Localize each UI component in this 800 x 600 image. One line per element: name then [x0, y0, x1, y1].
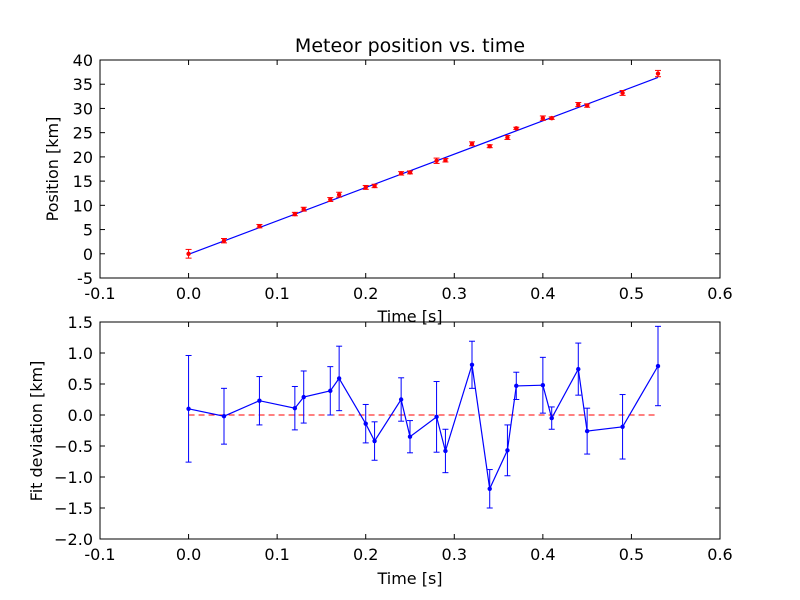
deviation-xtick-label: -0.1: [84, 545, 115, 564]
position-xtick-label: 0.3: [442, 284, 467, 303]
position-point: [540, 115, 546, 121]
deviation-point: [328, 388, 333, 394]
position-point: [372, 183, 377, 189]
position-point: [301, 207, 306, 212]
deviation-xtick-label: 0.6: [707, 545, 732, 564]
position-point: [505, 135, 510, 140]
deviation-point: [443, 448, 448, 454]
position-point: [443, 158, 448, 163]
position-xtick-label: 0.2: [353, 284, 378, 303]
deviation-ytick-label: 0.0: [68, 406, 93, 425]
deviation-point: [398, 397, 404, 402]
position-point: [398, 171, 404, 176]
position-point: [487, 144, 492, 149]
deviation-point: [540, 383, 546, 388]
position-point: [469, 141, 475, 147]
position-ytick-label: 35: [73, 75, 93, 94]
position-point: [186, 251, 191, 256]
deviation-ytick-label: −1.5: [54, 499, 93, 518]
position-ytick-label: 20: [73, 148, 93, 167]
deviation-point: [221, 414, 227, 419]
position-xtick-label: 0.0: [176, 284, 201, 303]
deviation-chart: Time [s] Fit deviation [km] -0.1 0.0 0.1 0.…: [27, 313, 733, 588]
position-point: [584, 103, 590, 108]
position-frame: [99, 59, 721, 279]
deviation-chart-xlabel: Time [s]: [376, 569, 442, 588]
position-chart-title: Meteor position vs. time: [295, 35, 525, 57]
deviation-point: [576, 366, 581, 372]
position-plot-area: -0.1 0.0 0.1 0.2 0.3 0.4 0.5 0.6 -5 0 5 10 15 20 25 30 3…: [73, 51, 733, 303]
deviation-point: [407, 434, 413, 439]
position-ytick-label: 10: [73, 196, 93, 215]
position-xtick-label: 0.5: [619, 284, 644, 303]
deviation-point: [505, 448, 510, 453]
deviation-point: [655, 363, 661, 369]
position-point: [576, 102, 581, 107]
deviation-xtick-label: 0.1: [264, 545, 289, 564]
deviation-ytick-label: 1.5: [68, 313, 93, 332]
position-xtick-label: 0.6: [707, 284, 732, 303]
deviation-point: [620, 424, 625, 429]
deviation-ytick-label: −2.0: [54, 530, 93, 549]
position-ytick-label: 30: [73, 99, 93, 118]
deviation-point: [257, 398, 262, 403]
position-xtick-label: 0.1: [264, 284, 289, 303]
deviation-point: [549, 415, 554, 421]
position-point: [336, 192, 342, 197]
deviation-point: [363, 421, 368, 426]
position-point: [328, 197, 333, 202]
deviation-point: [469, 362, 475, 367]
deviation-frame: [99, 321, 721, 540]
position-point: [221, 238, 227, 243]
position-point: [434, 158, 439, 163]
position-point: [257, 223, 262, 229]
deviation-ytick-label: −1.0: [54, 468, 93, 487]
deviation-point: [292, 405, 298, 411]
deviation-plot-area: -0.1 0.0 0.1 0.2 0.3 0.4 0.5 0.6 −2.0 −1.5 −1.0 −0.…: [54, 313, 733, 564]
position-chart: Meteor position vs. time Time [s] Positi…: [43, 35, 733, 326]
deviation-xtick-label: 0.4: [530, 545, 555, 564]
position-point: [407, 170, 413, 175]
position-point: [292, 211, 298, 217]
position-point: [363, 185, 368, 190]
position-point: [620, 90, 625, 96]
position-xtick-label: -0.1: [84, 284, 115, 303]
deviation-ytick-label: 1.0: [68, 344, 93, 363]
position-ytick-label: 5: [83, 221, 93, 240]
position-point: [514, 126, 519, 131]
deviation-point: [434, 414, 439, 420]
deviation-point: [514, 383, 519, 389]
position-ytick-label: 40: [73, 51, 93, 70]
deviation-xtick-label: 0.2: [353, 545, 378, 564]
deviation-xtick-label: 0.5: [619, 545, 644, 564]
deviation-chart-ylabel: Fit deviation [km]: [27, 361, 46, 502]
deviation-xtick-label: 0.3: [442, 545, 467, 564]
position-chart-xlabel: Time [s]: [376, 307, 442, 326]
deviation-point: [186, 406, 191, 411]
deviation-point: [301, 394, 306, 400]
deviation-point: [336, 376, 342, 381]
deviation-point: [487, 486, 492, 491]
position-ytick-label: 0: [83, 245, 93, 264]
position-chart-ylabel: Position [km]: [43, 117, 62, 222]
deviation-ytick-label: −0.5: [54, 437, 93, 456]
position-ytick-label: -5: [77, 269, 93, 288]
deviation-point: [584, 428, 590, 434]
position-ytick-label: 15: [73, 172, 93, 191]
deviation-xtick-label: 0.0: [176, 545, 201, 564]
position-ytick-label: 25: [73, 124, 93, 143]
deviation-point: [372, 438, 377, 444]
position-xtick-label: 0.4: [530, 284, 555, 303]
position-point: [655, 71, 661, 76]
deviation-ytick-label: 0.5: [68, 375, 93, 394]
position-point: [549, 115, 554, 121]
